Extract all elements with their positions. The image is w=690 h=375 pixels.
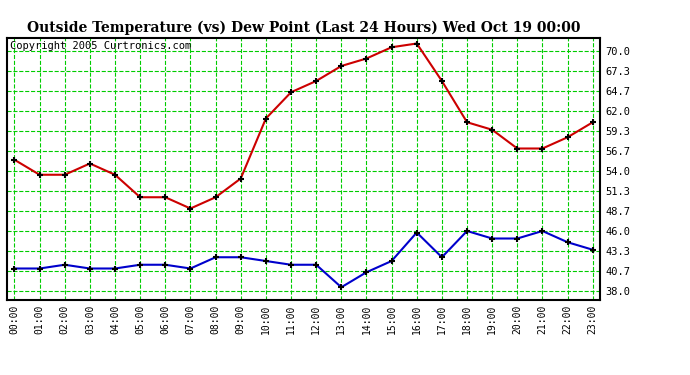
- Title: Outside Temperature (vs) Dew Point (Last 24 Hours) Wed Oct 19 00:00: Outside Temperature (vs) Dew Point (Last…: [27, 21, 580, 35]
- Text: Copyright 2005 Curtronics.com: Copyright 2005 Curtronics.com: [10, 42, 191, 51]
